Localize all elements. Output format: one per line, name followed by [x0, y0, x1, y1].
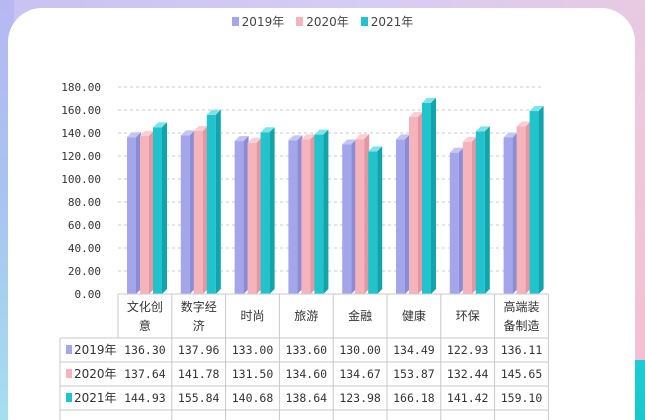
table-row-label: 2020年	[74, 367, 117, 381]
table-cell-value: 138.64	[286, 391, 328, 405]
bar-1-1	[194, 131, 203, 294]
y-tick-label: 160.00	[61, 104, 101, 117]
category-label: 高端装	[503, 299, 539, 314]
table-cell-value: 141.42	[447, 391, 489, 405]
bar-side-2-7	[539, 106, 544, 294]
table-row-swatch	[66, 393, 72, 402]
table-cell-value: 153.87	[393, 367, 435, 381]
bar-0-0	[127, 137, 136, 294]
table-cell-value: 166.18	[393, 391, 435, 405]
category-label: 文化创	[127, 299, 163, 314]
y-tick-label: 120.00	[61, 150, 101, 163]
y-tick-label: 180.00	[61, 81, 101, 94]
bar-side-2-1	[216, 110, 221, 294]
category-label: 时尚	[240, 309, 264, 323]
bar-0-7	[504, 137, 513, 294]
table-cell-value: 131.50	[232, 367, 274, 381]
table-cell-value: 155.84	[178, 391, 220, 405]
bar-1-0	[140, 136, 149, 294]
table-cell-value: 136.11	[501, 343, 543, 357]
bar-1-7	[517, 127, 526, 294]
table-cell-value: 137.96	[178, 343, 220, 357]
y-tick-label: 40.00	[68, 242, 101, 255]
table-row-swatch	[66, 345, 72, 354]
bar-1-6	[463, 142, 472, 294]
category-label: 备制造	[503, 319, 539, 333]
bar-2-5	[422, 103, 431, 294]
category-label: 健康	[402, 308, 426, 323]
bar-1-3	[301, 139, 310, 294]
table-cell-value: 140.68	[232, 391, 274, 405]
table-cell-value: 133.60	[286, 343, 328, 357]
bar-side-2-4	[377, 146, 382, 294]
bar-side-2-3	[323, 130, 328, 294]
category-label: 旅游	[294, 309, 318, 323]
bar-side-2-6	[485, 126, 490, 294]
table-row-swatch	[66, 369, 72, 378]
table-cell-value: 133.00	[232, 343, 274, 357]
bar-2-1	[207, 115, 216, 294]
bar-0-6	[450, 153, 459, 294]
table-cell-value: 134.67	[339, 367, 381, 381]
bar-side-2-2	[270, 127, 275, 294]
category-label: 金融	[348, 308, 372, 323]
table-cell-value: 134.60	[286, 367, 328, 381]
category-label: 济	[193, 318, 205, 333]
bar-2-6	[476, 131, 485, 294]
bar-2-0	[153, 127, 162, 294]
table-row-label: 2019年	[74, 343, 117, 357]
bar-2-3	[314, 135, 323, 294]
category-label: 意	[139, 318, 151, 333]
bar-1-2	[248, 143, 257, 294]
table-row-label: 2021年	[74, 391, 117, 405]
y-tick-label: 100.00	[61, 173, 101, 186]
bar-side-2-5	[431, 98, 436, 294]
category-label: 环保	[456, 309, 480, 323]
y-tick-label: 140.00	[61, 127, 101, 140]
bar-2-2	[261, 132, 270, 294]
y-tick-label: 20.00	[68, 265, 101, 278]
y-tick-label: 0.00	[75, 288, 102, 301]
y-tick-label: 80.00	[68, 196, 101, 209]
bar-2-7	[530, 111, 539, 294]
table-cell-value: 130.00	[339, 343, 381, 357]
table-cell-value: 132.44	[447, 367, 489, 381]
bar-0-5	[396, 139, 405, 294]
bar-1-5	[409, 117, 418, 294]
table-cell-value: 159.10	[501, 391, 543, 405]
table-cell-value: 122.93	[447, 343, 489, 357]
bar-2-4	[368, 151, 377, 294]
y-tick-label: 60.00	[68, 219, 101, 232]
table-cell-value: 123.98	[339, 391, 381, 405]
table-cell-value: 141.78	[178, 367, 220, 381]
table-cell-value: 144.93	[124, 391, 166, 405]
table-cell-value: 145.65	[501, 367, 543, 381]
bar-1-4	[355, 139, 364, 294]
table-cell-value: 136.30	[124, 343, 166, 357]
bar-chart: 0.00 20.00 40.00 60.00 80.00 100.00 120.00 140.…	[0, 0, 645, 420]
bar-side-2-0	[162, 122, 167, 294]
bar-0-1	[181, 135, 190, 294]
bar-0-4	[342, 145, 351, 295]
table-cell-value: 137.64	[124, 367, 166, 381]
bar-0-3	[288, 140, 297, 294]
category-label: 数字经	[181, 299, 217, 314]
bar-0-2	[235, 141, 244, 294]
table-cell-value: 134.49	[393, 343, 435, 357]
